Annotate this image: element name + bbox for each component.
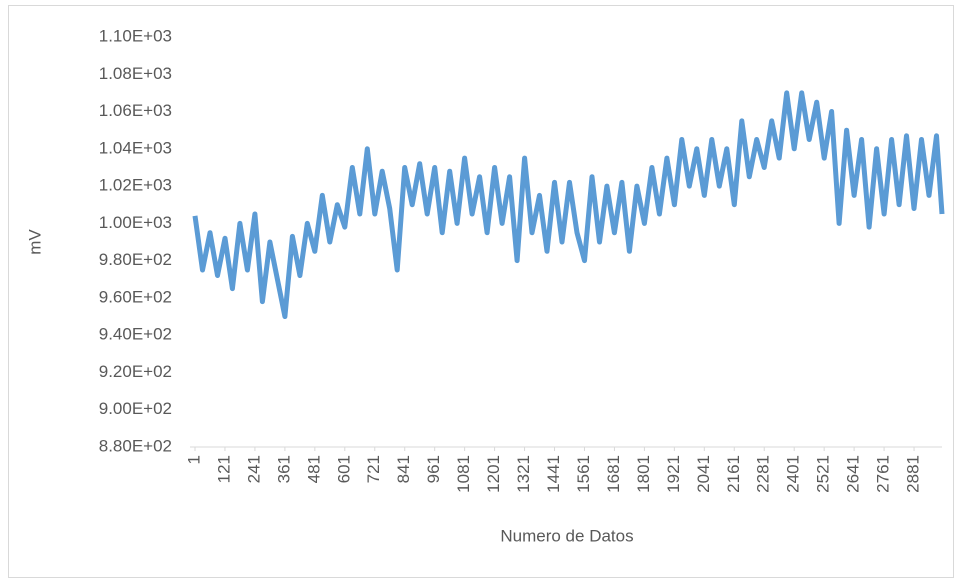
y-tick-label: 8.80E+02 bbox=[99, 436, 172, 455]
x-tick-label: 721 bbox=[364, 455, 383, 483]
x-tick-label: 2761 bbox=[874, 455, 893, 493]
x-tick-label: 2641 bbox=[844, 455, 863, 493]
chart-border bbox=[8, 5, 954, 578]
x-tick-label: 1921 bbox=[664, 455, 683, 493]
x-tick-label: 961 bbox=[424, 455, 443, 483]
x-tick-label: 481 bbox=[304, 455, 323, 483]
x-tick-label: 841 bbox=[394, 455, 413, 483]
x-tick-label: 601 bbox=[334, 455, 353, 483]
x-tick-label: 1 bbox=[184, 455, 203, 464]
y-tick-label: 9.80E+02 bbox=[99, 250, 172, 269]
x-tick-label: 1441 bbox=[544, 455, 563, 493]
y-tick-label: 9.20E+02 bbox=[99, 362, 172, 381]
y-tick-label: 1.02E+03 bbox=[99, 176, 172, 195]
y-tick-label: 1.04E+03 bbox=[99, 138, 172, 157]
x-tick-label: 1801 bbox=[634, 455, 653, 493]
y-tick-label: 9.00E+02 bbox=[99, 399, 172, 418]
x-tick-label: 2881 bbox=[904, 455, 923, 493]
x-tick-label: 2281 bbox=[754, 455, 773, 493]
y-tick-label: 1.06E+03 bbox=[99, 101, 172, 120]
x-tick-label: 2401 bbox=[784, 455, 803, 493]
y-tick-label: 1.00E+03 bbox=[99, 213, 172, 232]
x-tick-label: 1081 bbox=[454, 455, 473, 493]
x-tick-label: 121 bbox=[214, 455, 233, 483]
x-tick-label: 1321 bbox=[514, 455, 533, 493]
x-tick-label: 1561 bbox=[574, 455, 593, 493]
x-tick-label: 241 bbox=[244, 455, 263, 483]
x-tick-label: 1201 bbox=[484, 455, 503, 493]
x-tick-label: 1681 bbox=[604, 455, 623, 493]
y-tick-label: 1.10E+03 bbox=[99, 26, 172, 45]
y-tick-label: 1.08E+03 bbox=[99, 64, 172, 83]
x-axis-title: Numero de Datos bbox=[500, 526, 633, 545]
y-tick-label: 9.40E+02 bbox=[99, 325, 172, 344]
x-tick-label: 361 bbox=[274, 455, 293, 483]
y-tick-label: 9.60E+02 bbox=[99, 287, 172, 306]
x-tick-label: 2041 bbox=[694, 455, 713, 493]
y-axis-title: mV bbox=[25, 229, 44, 255]
x-tick-label: 2521 bbox=[814, 455, 833, 493]
x-tick-label: 2161 bbox=[724, 455, 743, 493]
data-line bbox=[192, 90, 945, 319]
